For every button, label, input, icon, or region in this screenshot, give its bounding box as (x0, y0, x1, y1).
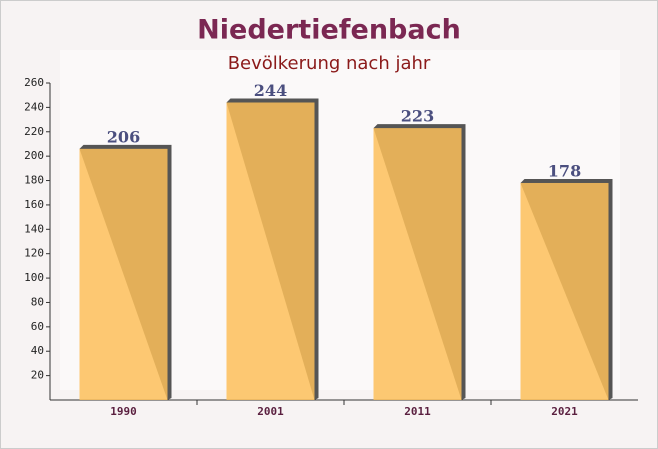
chart-subtitle: Bevölkerung nach jahr (228, 53, 431, 74)
bar (520, 182, 609, 400)
y-tick-label: 140 (24, 222, 44, 235)
value-label: 206 (107, 127, 140, 146)
y-tick-label: 220 (24, 125, 44, 138)
y-tick-label: 60 (31, 320, 44, 333)
x-tick-label: 2001 (257, 405, 284, 418)
bar (373, 128, 462, 400)
x-tick-label: 2011 (404, 405, 431, 418)
y-tick-label: 180 (24, 174, 44, 187)
y-tick-label: 200 (24, 149, 44, 162)
bar (226, 102, 315, 400)
y-tick-label: 20 (31, 369, 44, 382)
y-tick-label: 80 (31, 295, 44, 308)
y-tick-label: 100 (24, 271, 44, 284)
y-tick-label: 40 (31, 344, 44, 357)
bar (79, 148, 168, 400)
y-tick-label: 160 (24, 198, 44, 211)
value-label: 223 (401, 107, 434, 126)
value-label: 244 (254, 81, 287, 100)
y-tick-label: 240 (24, 100, 44, 113)
value-label: 178 (548, 161, 581, 180)
chart-title: Niedertiefenbach (197, 15, 461, 46)
x-tick-label: 1990 (110, 405, 137, 418)
x-tick-label: 2021 (551, 405, 578, 418)
y-tick-label: 120 (24, 247, 44, 260)
y-tick-label: 260 (24, 76, 44, 89)
